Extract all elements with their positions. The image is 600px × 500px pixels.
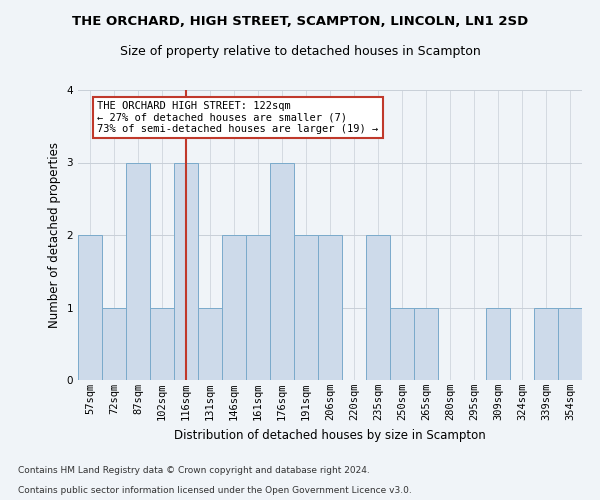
Bar <box>150 308 174 380</box>
Bar <box>126 162 150 380</box>
Bar <box>174 162 198 380</box>
Text: Contains public sector information licensed under the Open Government Licence v3: Contains public sector information licen… <box>18 486 412 495</box>
Bar <box>222 235 246 380</box>
Bar <box>102 308 126 380</box>
Bar <box>486 308 510 380</box>
Bar <box>294 235 318 380</box>
Bar <box>78 235 102 380</box>
Text: THE ORCHARD HIGH STREET: 122sqm
← 27% of detached houses are smaller (7)
73% of : THE ORCHARD HIGH STREET: 122sqm ← 27% of… <box>97 101 379 134</box>
Bar <box>366 235 390 380</box>
Y-axis label: Number of detached properties: Number of detached properties <box>48 142 61 328</box>
Bar <box>558 308 582 380</box>
Text: Contains HM Land Registry data © Crown copyright and database right 2024.: Contains HM Land Registry data © Crown c… <box>18 466 370 475</box>
Bar <box>318 235 342 380</box>
Text: THE ORCHARD, HIGH STREET, SCAMPTON, LINCOLN, LN1 2SD: THE ORCHARD, HIGH STREET, SCAMPTON, LINC… <box>72 15 528 28</box>
Bar <box>414 308 438 380</box>
Bar <box>246 235 270 380</box>
Text: Size of property relative to detached houses in Scampton: Size of property relative to detached ho… <box>119 45 481 58</box>
Bar <box>390 308 414 380</box>
Bar <box>270 162 294 380</box>
X-axis label: Distribution of detached houses by size in Scampton: Distribution of detached houses by size … <box>174 428 486 442</box>
Bar <box>198 308 222 380</box>
Bar <box>534 308 558 380</box>
